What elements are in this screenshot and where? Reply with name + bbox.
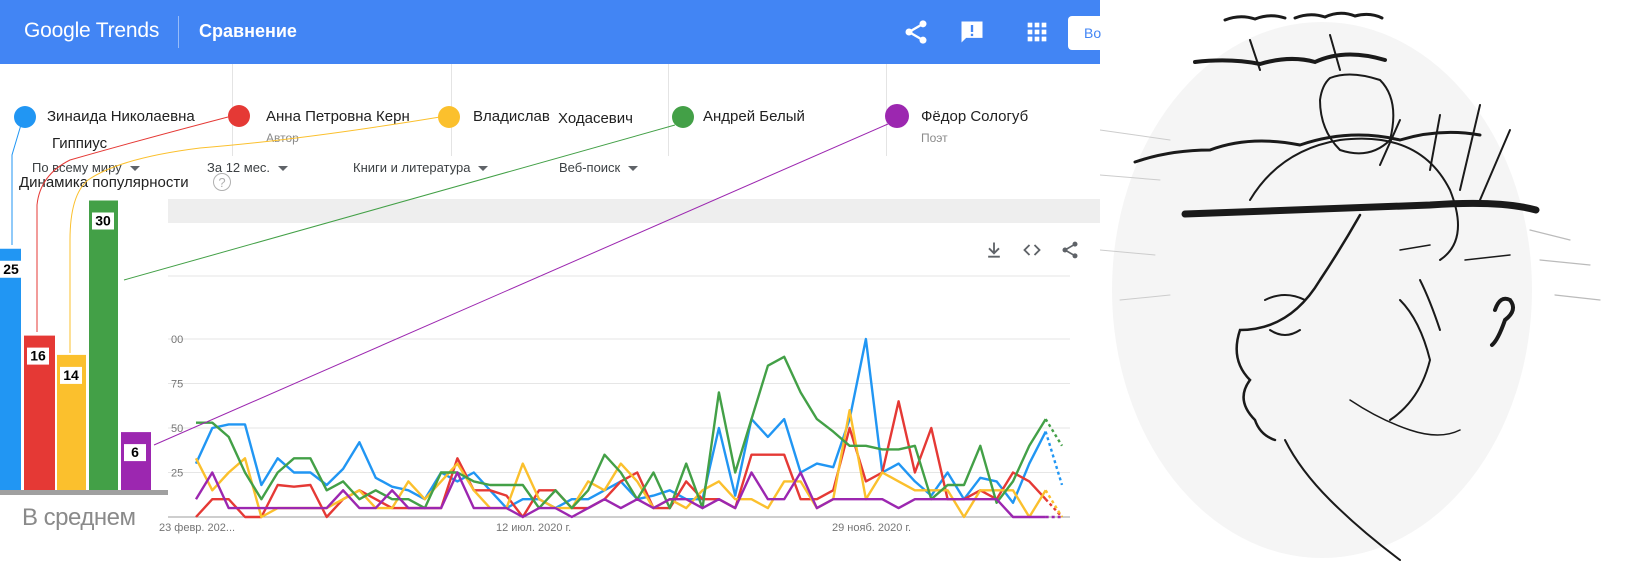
average-value-box-5 [124, 444, 146, 462]
chevron-down-icon [278, 166, 289, 172]
y-tick-label: 50 [171, 423, 183, 435]
download-icon[interactable] [984, 240, 1004, 260]
term-separator [668, 64, 669, 156]
y-tick-label: 25 [171, 468, 183, 480]
x-tick-label: 23 февр. 202... [159, 522, 235, 534]
average-value-label-1: 25 [3, 261, 19, 277]
portrait-sketch-image [1100, 11, 1601, 561]
term-name-3-line2[interactable]: Ходасевич [558, 110, 633, 127]
series-line-2 [195, 400, 1047, 519]
filter-region[interactable]: По всему миру [32, 160, 140, 175]
y-tick-label: 75 [171, 379, 183, 391]
x-tick-label: 29 нояб. 2020 г. [832, 522, 911, 534]
page-title: Сравнение [199, 21, 297, 41]
filter-category[interactable]: Книги и литература [353, 160, 489, 175]
connector-line-5 [153, 123, 889, 446]
average-value-label-5: 6 [131, 444, 139, 460]
average-value-box-1 [0, 260, 22, 278]
series-partial-4 [1044, 418, 1064, 447]
term-name-4[interactable]: Андрей Белый [703, 108, 805, 125]
connector-line-3 [69, 116, 441, 353]
average-value-label-3: 14 [63, 367, 79, 383]
header-bar [0, 0, 1100, 64]
filter-period[interactable]: За 12 мес. [207, 160, 289, 175]
section-band [168, 199, 1100, 223]
series-partial-2 [1044, 498, 1063, 518]
term-subtitle-5: Поэт [921, 131, 948, 145]
term-color-dot-4[interactable] [672, 106, 694, 128]
term-color-dot-5[interactable] [885, 104, 909, 128]
connector-line-2 [36, 116, 229, 332]
average-value-label-4: 30 [95, 213, 111, 229]
series-line-4 [196, 355, 1047, 510]
connector-line-1 [11, 117, 24, 245]
term-name-3[interactable]: Владислав [473, 108, 550, 125]
section-title: Динамика популярности [19, 174, 189, 191]
average-bar-4 [89, 200, 118, 490]
series-line-5 [194, 471, 1046, 519]
x-tick-label: 12 июл. 2020 г. [496, 522, 571, 534]
average-value-box-3 [60, 366, 82, 384]
series-line-3 [194, 409, 1047, 519]
term-color-dot-2[interactable] [228, 105, 250, 127]
term-subtitle-2: Автор [266, 131, 299, 145]
term-name-1-line2[interactable]: Гиппиус [52, 135, 108, 152]
average-value-box-2 [27, 347, 49, 365]
term-name-2[interactable]: Анна Петровна Керн [266, 108, 410, 125]
y-tick-label: 00 [171, 334, 183, 346]
feedback-icon[interactable] [958, 18, 986, 46]
term-color-dot-3[interactable] [438, 106, 460, 128]
share-icon[interactable] [902, 18, 930, 46]
average-value-label-2: 16 [30, 348, 46, 364]
term-name-1[interactable]: Зинаида Николаевна [47, 108, 195, 125]
average-baseline [0, 490, 168, 495]
apps-icon[interactable] [1023, 18, 1051, 46]
chart-share-icon[interactable] [1060, 240, 1080, 260]
connector-line-4 [123, 124, 676, 281]
series-partial-3 [1044, 489, 1064, 518]
help-icon[interactable]: ? [213, 173, 231, 191]
header-action-button[interactable]: Во [1068, 16, 1128, 50]
term-name-5[interactable]: Фёдор Сологуб [921, 108, 1029, 125]
chevron-down-icon [129, 166, 140, 172]
brand-separator [178, 16, 179, 48]
filter-search-type[interactable]: Веб-поиск [559, 160, 639, 175]
interest-line-chart: 25 50 75 00 23 февр. 202... 12 июл. 2020 г. 29… [159, 275, 1070, 534]
embed-icon[interactable] [1022, 240, 1042, 260]
chevron-down-icon [478, 166, 489, 172]
average-bar-1 [0, 248, 21, 490]
average-value-box-4 [92, 212, 114, 230]
connector-lines [11, 116, 889, 446]
term-color-dot-1[interactable] [14, 106, 36, 128]
average-bar-chart: 25 16 14 30 6 [0, 200, 168, 495]
brand-logo[interactable]: Google Trends [24, 19, 160, 42]
chevron-down-icon [628, 166, 639, 172]
average-label: В среднем [22, 504, 136, 531]
